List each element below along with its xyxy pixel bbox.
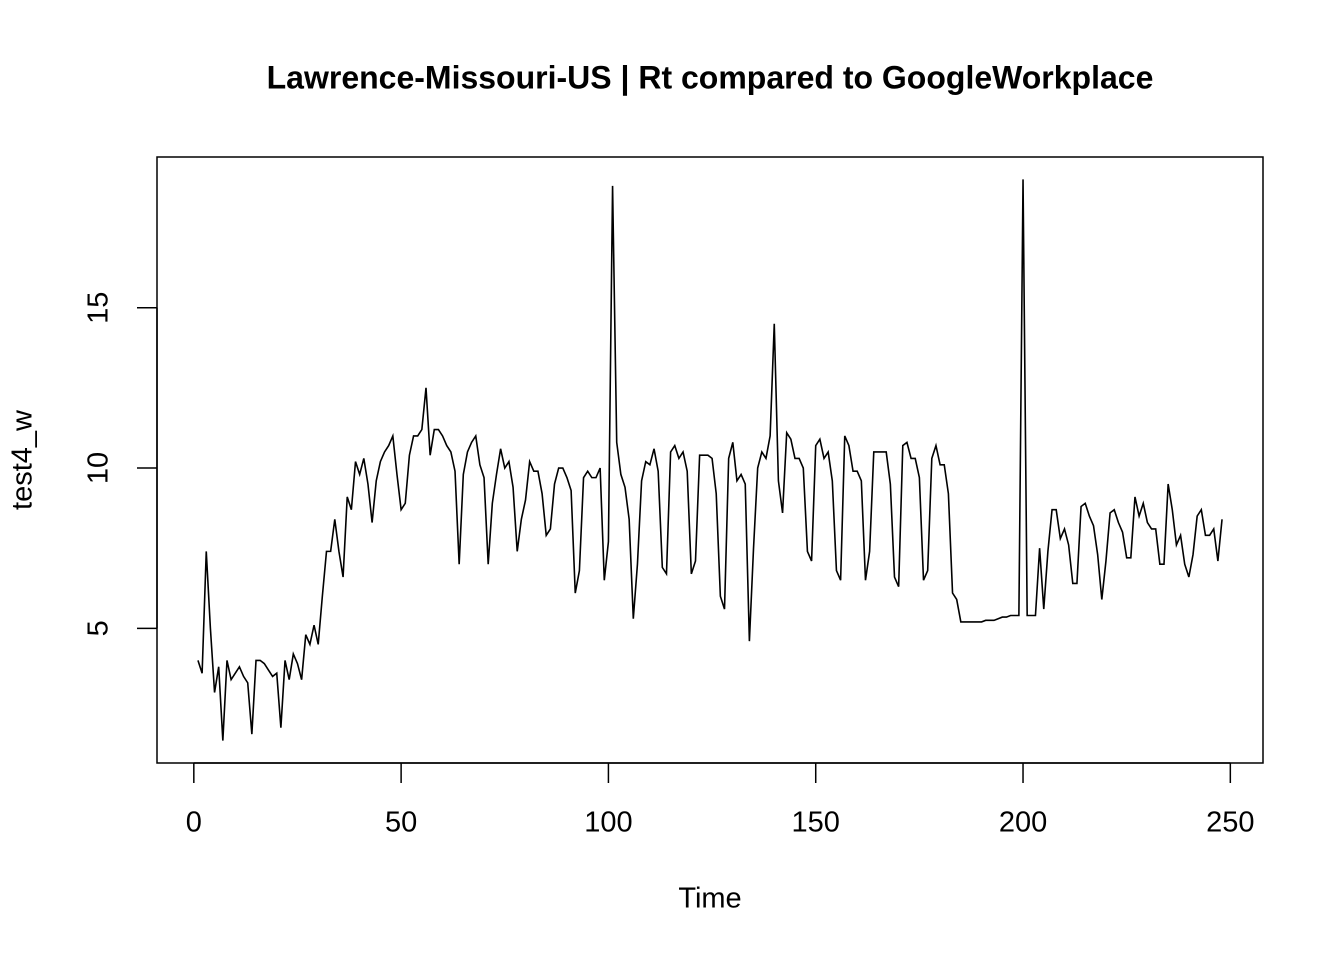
plot-box xyxy=(156,156,1264,764)
x-tick-label: 50 xyxy=(385,807,417,839)
x-tick-label: 0 xyxy=(186,807,202,839)
x-tick-label: 100 xyxy=(584,807,632,839)
y-axis-label: test4_w xyxy=(7,409,39,510)
chart-title: Lawrence-Missouri-US | Rt compared to Go… xyxy=(267,59,1154,95)
data-line xyxy=(197,179,1223,741)
x-axis-label: Time xyxy=(678,883,741,915)
x-tick-label: 250 xyxy=(1206,807,1254,839)
y-tick-label: 5 xyxy=(83,620,115,636)
y-tick-label: 10 xyxy=(83,452,115,484)
x-tick-label: 150 xyxy=(792,807,840,839)
x-tick-label: 200 xyxy=(999,807,1047,839)
y-tick-label: 15 xyxy=(83,292,115,324)
